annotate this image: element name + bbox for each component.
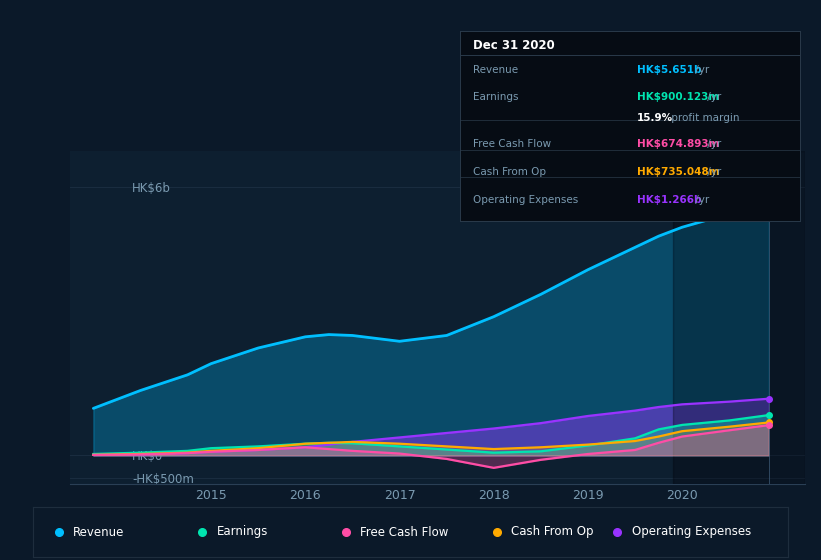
Text: Revenue: Revenue xyxy=(474,65,519,75)
Bar xyxy=(672,151,805,484)
Text: profit margin: profit margin xyxy=(667,113,739,123)
Text: /yr: /yr xyxy=(704,167,722,177)
Text: Dec 31 2020: Dec 31 2020 xyxy=(474,39,555,53)
Text: 15.9%: 15.9% xyxy=(637,113,673,123)
Text: HK$1.266b: HK$1.266b xyxy=(637,194,701,204)
Text: Free Cash Flow: Free Cash Flow xyxy=(474,139,552,150)
Text: /yr: /yr xyxy=(692,65,709,75)
Text: /yr: /yr xyxy=(704,139,722,150)
Text: /yr: /yr xyxy=(704,92,722,102)
Text: Cash From Op: Cash From Op xyxy=(511,525,594,539)
Text: Revenue: Revenue xyxy=(73,525,124,539)
Text: Earnings: Earnings xyxy=(217,525,268,539)
Text: HK$674.893m: HK$674.893m xyxy=(637,139,719,150)
Text: HK$5.651b: HK$5.651b xyxy=(637,65,701,75)
Text: HK$900.123m: HK$900.123m xyxy=(637,92,719,102)
Text: /yr: /yr xyxy=(692,194,709,204)
Text: Free Cash Flow: Free Cash Flow xyxy=(360,525,448,539)
Text: Cash From Op: Cash From Op xyxy=(474,167,547,177)
Text: Earnings: Earnings xyxy=(474,92,519,102)
Text: HK$735.048m: HK$735.048m xyxy=(637,167,719,177)
Text: Operating Expenses: Operating Expenses xyxy=(632,525,751,539)
Text: Operating Expenses: Operating Expenses xyxy=(474,194,579,204)
